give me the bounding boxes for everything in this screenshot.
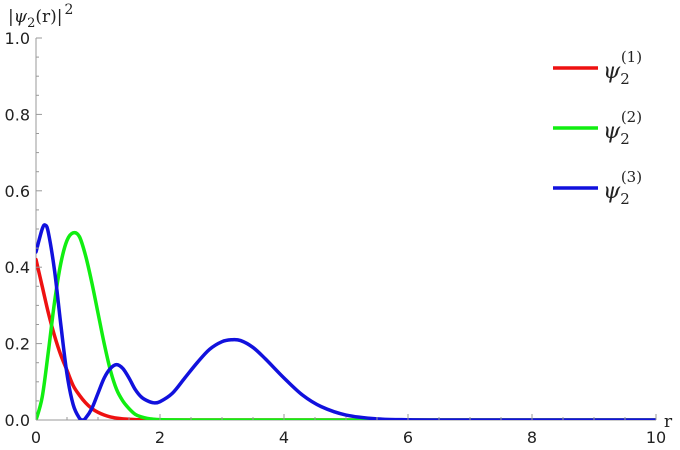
y-axis-title-sup: 2 bbox=[64, 2, 73, 18]
series-line-3 bbox=[36, 223, 656, 420]
axes bbox=[35, 38, 656, 421]
x-tick-label: 2 bbox=[155, 428, 165, 447]
series-line-1 bbox=[36, 257, 656, 420]
ticks: 0 2 4 6 8 10 0.0 0.2 0.4 0.6 0.8 1.0 bbox=[5, 29, 667, 447]
x-tick-label: 8 bbox=[527, 428, 537, 447]
x-tick-label: 4 bbox=[279, 428, 289, 447]
y-axis-title-sub: 2 bbox=[27, 16, 35, 31]
legend-label-1: ψ2(1) bbox=[603, 48, 642, 88]
x-tick-label: 0 bbox=[31, 428, 41, 447]
y-tick-label: 0.6 bbox=[5, 182, 30, 201]
legend-label-3: ψ2(3) bbox=[603, 168, 642, 208]
y-tick-label: 0.0 bbox=[5, 411, 30, 430]
y-axis-title-arg: (r)| bbox=[35, 7, 62, 27]
y-tick-label: 1.0 bbox=[5, 29, 30, 48]
y-tick-label: 0.2 bbox=[5, 335, 30, 354]
x-tick-label: 6 bbox=[403, 428, 413, 447]
x-axis-title: r bbox=[664, 412, 673, 432]
series-line-2 bbox=[36, 230, 656, 420]
x-tick-label: 10 bbox=[646, 428, 666, 447]
y-tick-label: 0.8 bbox=[5, 105, 30, 124]
y-axis-title-open: | bbox=[8, 7, 14, 27]
y-tick-label: 0.4 bbox=[5, 258, 30, 277]
legend-label-2: ψ2(2) bbox=[603, 108, 642, 148]
series-layer bbox=[36, 223, 656, 420]
y-axis-title: |ψ2(r)| 2 bbox=[8, 2, 73, 31]
legend: ψ2(1) ψ2(2) ψ2(3) bbox=[553, 48, 642, 208]
y-axis-title-psi: ψ bbox=[14, 7, 28, 27]
